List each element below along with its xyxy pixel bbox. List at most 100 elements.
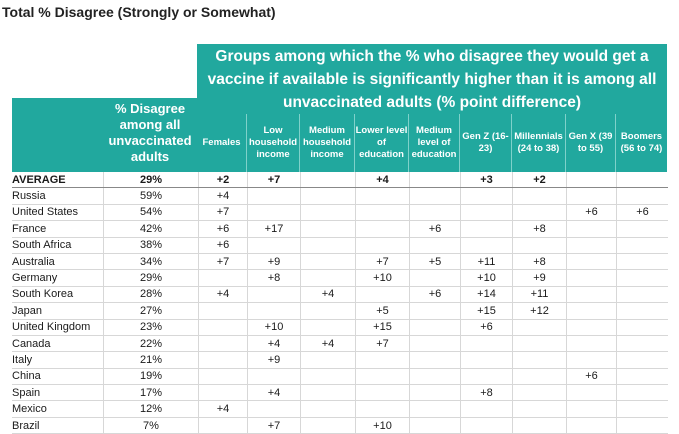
table-row: Mexico 12% +4 [12, 400, 668, 418]
point-difference-cell [409, 368, 461, 386]
column-header: Gen Z (16-23) [459, 114, 511, 172]
point-difference-cell [512, 319, 567, 336]
point-difference-cell: +8 [460, 384, 513, 402]
point-difference-cell: +8 [247, 269, 301, 287]
point-difference-cell [616, 384, 668, 402]
point-difference-cell [300, 417, 356, 434]
point-difference-cell [512, 187, 567, 205]
point-difference-cell: +7 [247, 417, 301, 434]
point-difference-cell: +6 [616, 204, 668, 222]
point-difference-cell [300, 269, 356, 287]
point-difference-cell: +6 [566, 368, 617, 386]
country-name: South Africa [12, 237, 104, 254]
point-difference-cell [460, 351, 513, 369]
table-row: Canada 22% +4 +4 +7 [12, 335, 668, 353]
point-difference-cell: +9 [247, 351, 301, 369]
column-header: Medium level of education [408, 114, 459, 172]
country-name: Canada [12, 335, 104, 353]
point-difference-cell [300, 237, 356, 254]
point-difference-cell: +9 [247, 253, 301, 271]
point-difference-cell [616, 172, 668, 189]
point-difference-cell [247, 187, 301, 205]
point-difference-cell: +8 [512, 220, 567, 238]
point-difference-cell [460, 400, 513, 418]
point-difference-cell [355, 286, 410, 304]
point-difference-cell [409, 187, 461, 205]
point-difference-cell [300, 172, 356, 189]
column-header: Medium household income [299, 114, 354, 172]
point-difference-cell: +10 [247, 319, 301, 336]
point-difference-cell [300, 319, 356, 336]
column-header: Millennials (24 to 38) [511, 114, 565, 172]
point-difference-cell [300, 187, 356, 205]
point-difference-cell: +4 [355, 172, 410, 189]
header-blank-cell [12, 98, 103, 172]
point-difference-cell [355, 351, 410, 369]
point-difference-cell: +5 [409, 253, 461, 271]
country-name: United Kingdom [12, 319, 104, 336]
point-difference-cell [460, 220, 513, 238]
country-name: Australia [12, 253, 104, 271]
point-difference-cell [409, 351, 461, 369]
point-difference-cell [460, 417, 513, 434]
column-header: Lower level of education [354, 114, 408, 172]
point-difference-cell [616, 269, 668, 287]
point-difference-cell [616, 220, 668, 238]
country-name: AVERAGE [12, 172, 104, 189]
pct-disagree-value: 29% [103, 172, 199, 189]
point-difference-cell [409, 269, 461, 287]
table-row: France 42% +6 +17 +6 +8 [12, 220, 668, 238]
point-difference-cell: +7 [198, 204, 248, 222]
point-difference-cell: +7 [198, 253, 248, 271]
table-row: Germany 29% +8 +10 +10 +9 [12, 269, 668, 287]
country-name: Mexico [12, 400, 104, 418]
point-difference-cell [300, 204, 356, 222]
point-difference-cell [616, 302, 668, 320]
point-difference-cell [247, 237, 301, 254]
point-difference-cell [355, 384, 410, 402]
point-difference-cell [409, 319, 461, 336]
point-difference-cell [512, 335, 567, 353]
point-difference-cell: +11 [460, 253, 513, 271]
country-name: Russia [12, 187, 104, 205]
point-difference-cell: +4 [247, 335, 301, 353]
point-difference-cell [566, 220, 617, 238]
pct-disagree-value: 23% [103, 319, 199, 336]
point-difference-cell [566, 286, 617, 304]
point-difference-cell [247, 368, 301, 386]
point-difference-cell [198, 384, 248, 402]
point-difference-cell: +10 [355, 417, 410, 434]
point-difference-cell [198, 335, 248, 353]
point-difference-cell: +4 [198, 286, 248, 304]
point-difference-cell [460, 204, 513, 222]
point-difference-cell: +9 [512, 269, 567, 287]
country-name: France [12, 220, 104, 238]
point-difference-cell [616, 237, 668, 254]
country-name: South Korea [12, 286, 104, 304]
point-difference-cell: +6 [198, 220, 248, 238]
point-difference-cell [300, 400, 356, 418]
point-difference-cell: +6 [460, 319, 513, 336]
table-row: Russia 59% +4 [12, 187, 668, 205]
country-name: Brazil [12, 417, 104, 434]
point-difference-cell [247, 400, 301, 418]
table-row: United States 54% +7 +6 +6 [12, 204, 668, 222]
table-row: Spain 17% +4 +8 [12, 384, 668, 402]
point-difference-cell [355, 368, 410, 386]
country-name: Spain [12, 384, 104, 402]
point-difference-cell [566, 302, 617, 320]
country-name: Germany [12, 269, 104, 287]
point-difference-cell [566, 335, 617, 353]
point-difference-cell [460, 368, 513, 386]
table-row: Japan 27% +5 +15 +12 [12, 302, 668, 320]
point-difference-cell: +5 [355, 302, 410, 320]
point-difference-cell [355, 237, 410, 254]
pct-disagree-value: 21% [103, 351, 199, 369]
point-difference-cell [512, 400, 567, 418]
point-difference-cell: +15 [460, 302, 513, 320]
pct-disagree-value: 42% [103, 220, 199, 238]
point-difference-cell [198, 368, 248, 386]
point-difference-cell [300, 384, 356, 402]
pct-disagree-value: 59% [103, 187, 199, 205]
point-difference-cell [566, 172, 617, 189]
